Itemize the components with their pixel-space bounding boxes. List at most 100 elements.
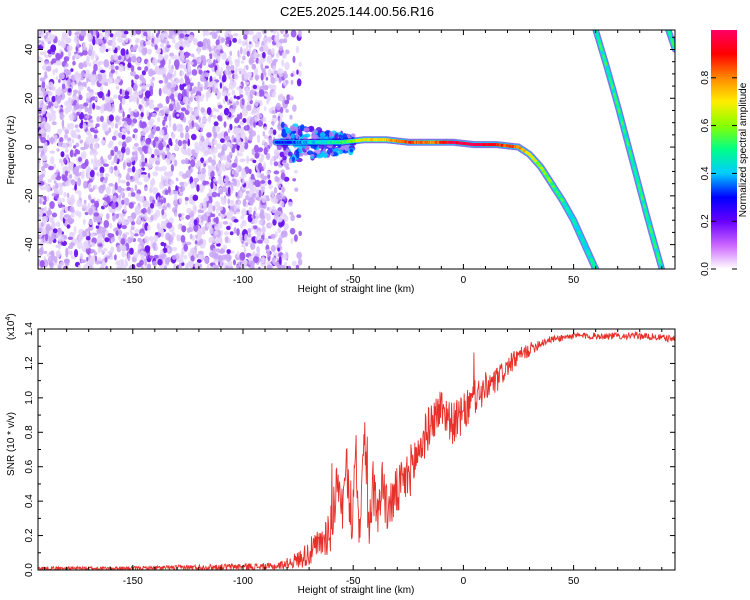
noise-point: [87, 32, 92, 38]
noise-point: [88, 73, 94, 82]
noise-point: [204, 256, 210, 264]
noise-point: [195, 146, 198, 151]
noise-point: [85, 136, 91, 145]
noise-point: [240, 104, 244, 110]
noise-point: [277, 247, 280, 252]
noise-point: [138, 104, 142, 110]
noise-point: [254, 179, 261, 188]
noise-point: [238, 200, 241, 206]
noise-point: [179, 112, 185, 121]
noise-point: [80, 31, 87, 37]
noise-point: [47, 178, 52, 183]
noise-point: [126, 87, 133, 92]
noise-point: [49, 201, 55, 209]
noise-point: [215, 69, 219, 76]
noise-point: [38, 39, 42, 44]
noise-point: [86, 231, 90, 237]
noise-point: [189, 168, 193, 174]
noise-point: [181, 64, 187, 70]
noise-point: [75, 142, 80, 148]
noise-point: [148, 134, 155, 140]
noise-point: [216, 55, 221, 62]
noise-point: [199, 239, 204, 244]
noise-point: [208, 176, 212, 180]
noise-point: [289, 211, 294, 216]
noise-point: [240, 60, 245, 64]
noise-point: [151, 37, 155, 44]
noise-point: [38, 57, 43, 63]
noise-point: [263, 175, 268, 181]
noise-point: [239, 235, 243, 242]
noise-point: [124, 37, 129, 44]
noise-point: [256, 247, 260, 254]
noise-point: [94, 255, 98, 262]
noise-point: [68, 97, 73, 106]
noise-point: [104, 173, 110, 178]
noise-point: [58, 158, 63, 164]
noise-point: [76, 111, 81, 116]
noise-point: [120, 48, 126, 56]
noise-point: [188, 221, 192, 228]
noise-point: [251, 265, 255, 269]
noise-point: [260, 153, 265, 161]
noise-point: [158, 80, 163, 84]
noise-point: [126, 181, 130, 187]
noise-point: [246, 124, 250, 131]
transition-point: [290, 133, 295, 139]
noise-point: [264, 135, 269, 140]
noise-point: [239, 158, 245, 163]
noise-point: [253, 121, 256, 128]
snr-panel: -150 -100 -50 0 50 0.0 0.2 0.4 0.6 0.8 1.0 1.2 1.4 H…: [5, 313, 676, 596]
noise-point: [179, 50, 186, 59]
noise-point: [233, 227, 237, 234]
transition-point: [310, 156, 314, 159]
noise-point: [119, 88, 123, 95]
spectrogram-ytick-label: -40: [24, 237, 35, 252]
noise-point: [94, 36, 99, 45]
noise-point: [55, 60, 62, 66]
noise-point: [245, 242, 249, 247]
noise-point: [39, 51, 44, 55]
noise-point: [277, 207, 283, 212]
noise-point: [199, 83, 204, 88]
noise-point: [102, 183, 106, 191]
noise-point: [131, 79, 134, 85]
noise-point: [173, 198, 180, 207]
noise-point: [227, 55, 232, 62]
noise-point: [199, 122, 205, 129]
noise-point: [130, 187, 134, 194]
noise-point: [235, 67, 238, 75]
noise-point: [124, 95, 130, 100]
noise-point: [63, 132, 68, 141]
noise-point: [214, 226, 219, 231]
noise-point: [190, 255, 195, 262]
noise-point: [146, 35, 152, 41]
noise-point: [149, 187, 153, 194]
noise-point: [285, 108, 289, 113]
noise-point: [276, 37, 280, 42]
noise-point: [57, 91, 61, 97]
noise-point: [177, 223, 182, 230]
noise-point: [49, 229, 53, 238]
noise-point: [188, 106, 193, 112]
noise-point: [209, 53, 213, 57]
noise-point: [217, 104, 223, 109]
noise-point: [179, 216, 184, 220]
noise-point: [51, 212, 58, 218]
colorbar-tick-label: 0.4: [700, 166, 711, 180]
noise-point: [149, 85, 154, 93]
noise-point: [233, 203, 237, 212]
noise-point: [67, 78, 71, 87]
noise-point: [278, 237, 283, 245]
noise-point: [197, 103, 200, 112]
noise-point: [103, 59, 110, 68]
noise-point: [83, 102, 89, 107]
noise-point: [45, 84, 50, 91]
noise-point: [80, 163, 87, 170]
colorbar: 0.0 0.2 0.4 0.6 0.8 Normalized spectral ampl…: [700, 30, 749, 276]
noise-point: [140, 232, 144, 237]
noise-point: [127, 62, 132, 68]
noise-point: [87, 86, 91, 92]
noise-point: [178, 126, 184, 133]
noise-point: [259, 212, 262, 219]
